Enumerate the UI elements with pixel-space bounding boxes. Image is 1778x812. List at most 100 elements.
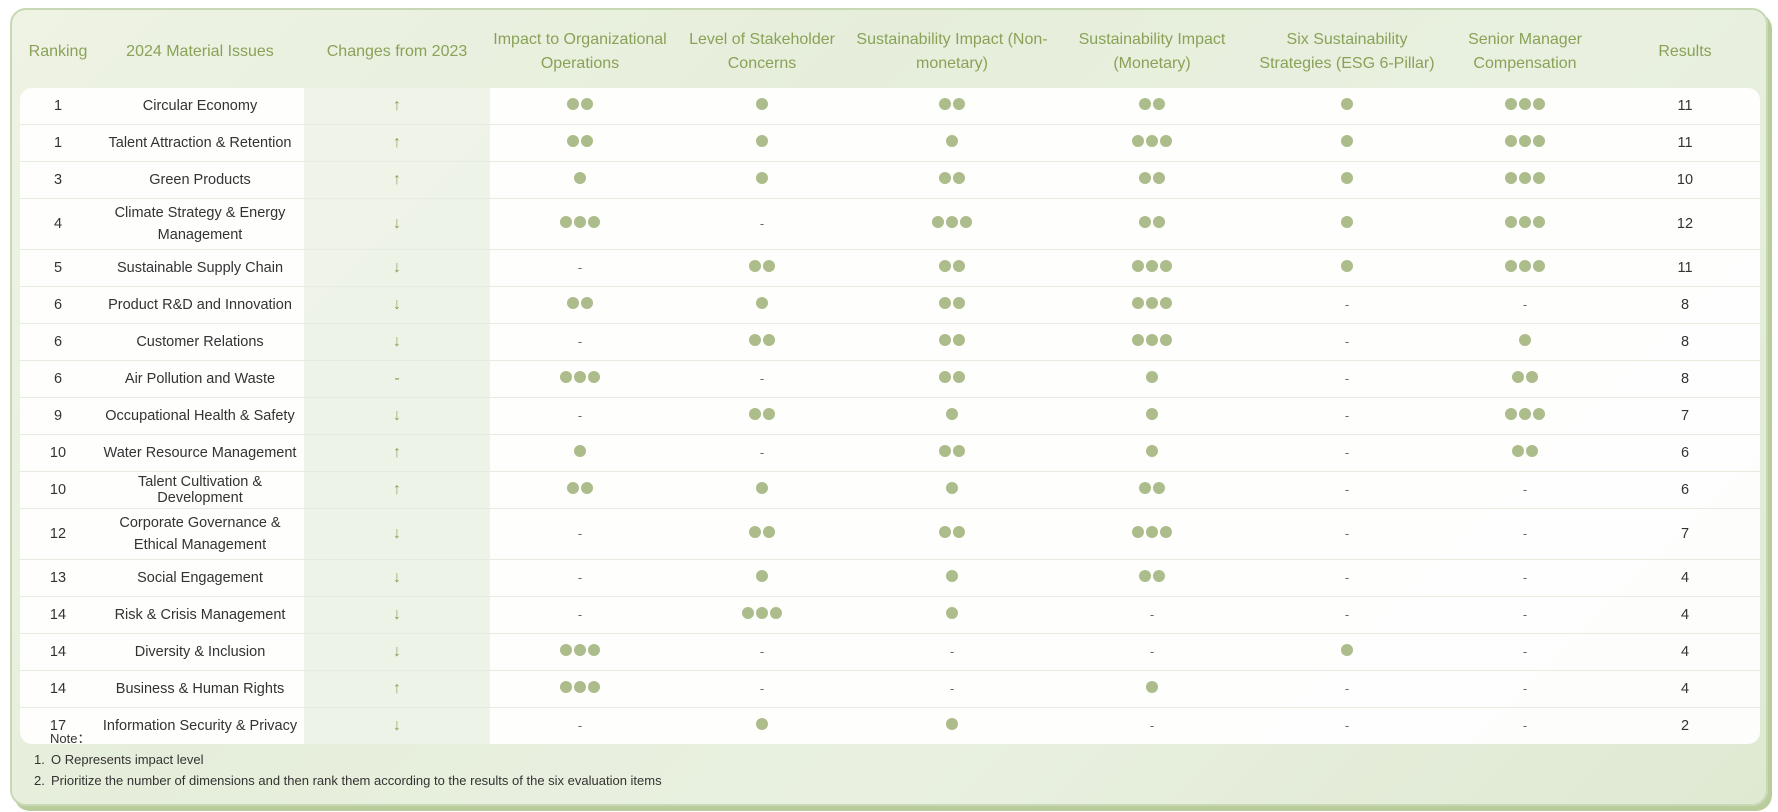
impact-dot-icon	[581, 482, 593, 494]
impact-dot-icon	[1139, 570, 1151, 582]
stakeholder-concerns-cell: -	[670, 670, 854, 707]
results-cell: 10	[1610, 161, 1760, 198]
impact-dot-icon	[1146, 445, 1158, 457]
impact-dot-icon	[1533, 98, 1545, 110]
table-row: 6 Air Pollution and Waste - - - 8	[20, 360, 1760, 397]
sustainability-strategies-cell: -	[1254, 360, 1440, 397]
impact-dot-icon	[749, 334, 761, 346]
table-row: 12 Corporate Governance & Ethical Managem…	[20, 508, 1760, 559]
nonmonetary-impact-cell	[854, 161, 1050, 198]
nonmonetary-impact-cell	[854, 559, 1050, 596]
impact-dot-icon	[560, 681, 572, 693]
impact-dot-icon	[1160, 260, 1172, 272]
empty-mark: -	[1344, 526, 1350, 541]
note-item: 1. O Represents impact level	[34, 749, 662, 770]
material-issue-cell: Green Products	[96, 161, 304, 198]
arrow-down-icon: ↓	[393, 407, 401, 424]
stakeholder-concerns-cell: -	[670, 434, 854, 471]
sustainability-strategies-cell	[1254, 124, 1440, 161]
material-issue-cell: Business & Human Rights	[96, 670, 304, 707]
impact-level-dots	[1132, 135, 1172, 147]
impact-dot-icon	[1533, 260, 1545, 272]
impact-level-dots	[946, 570, 958, 582]
impact-dot-icon	[960, 216, 972, 228]
material-issues-table: Ranking 2024 Material Issues Changes fro…	[20, 16, 1760, 744]
impact-dot-icon	[1526, 371, 1538, 383]
change-cell: ↓	[304, 198, 490, 249]
impact-level-dots	[1505, 135, 1545, 147]
table-row: 14 Diversity & Inclusion ↓ - - - - 4	[20, 633, 1760, 670]
impact-dot-icon	[756, 297, 768, 309]
impact-dot-icon	[1146, 371, 1158, 383]
results-cell: 8	[1610, 286, 1760, 323]
arrow-up-icon: ↑	[393, 481, 401, 498]
impact-level-dots	[560, 371, 600, 383]
results-cell: 2	[1610, 707, 1760, 744]
impact-level-dots	[1132, 297, 1172, 309]
table-row: 6 Customer Relations ↓ - - 8	[20, 323, 1760, 360]
material-issue-cell: Information Security & Privacy	[96, 707, 304, 744]
empty-mark: -	[1522, 607, 1528, 622]
empty-mark: -	[1522, 644, 1528, 659]
impact-level-dots	[1146, 445, 1158, 457]
impact-dot-icon	[588, 681, 600, 693]
empty-mark: -	[759, 371, 765, 386]
ranking-cell: 5	[20, 249, 96, 286]
impact-level-dots	[946, 718, 958, 730]
impact-dot-icon	[1505, 408, 1517, 420]
impact-dot-icon	[953, 98, 965, 110]
impact-dot-icon	[939, 445, 951, 457]
impact-level-dots	[1341, 644, 1353, 656]
impact-dot-icon	[756, 718, 768, 730]
change-cell: ↓	[304, 633, 490, 670]
change-cell: ↓	[304, 707, 490, 744]
arrow-down-icon: ↓	[393, 717, 401, 734]
impact-dot-icon	[749, 408, 761, 420]
impact-operations-cell: -	[490, 323, 670, 360]
change-cell: ↓	[304, 286, 490, 323]
impact-dot-icon	[1139, 482, 1151, 494]
empty-mark: -	[577, 408, 583, 423]
impact-dot-icon	[1526, 445, 1538, 457]
empty-mark: -	[1522, 570, 1528, 585]
impact-dot-icon	[939, 260, 951, 272]
ranking-cell: 6	[20, 360, 96, 397]
impact-level-dots	[756, 570, 768, 582]
impact-dot-icon	[953, 445, 965, 457]
monetary-impact-cell: -	[1050, 596, 1254, 633]
impact-level-dots	[946, 408, 958, 420]
sustainability-strategies-cell	[1254, 633, 1440, 670]
impact-dot-icon	[1341, 172, 1353, 184]
arrow-down-icon: ↓	[393, 569, 401, 586]
impact-dot-icon	[1160, 526, 1172, 538]
impact-dot-icon	[1146, 135, 1158, 147]
impact-dot-icon	[939, 172, 951, 184]
manager-compensation-cell: -	[1440, 508, 1610, 559]
table-row: 14 Business & Human Rights ↑ - - - - 4	[20, 670, 1760, 707]
empty-mark: -	[1344, 681, 1350, 696]
ranking-cell: 6	[20, 286, 96, 323]
header-impact-operations: Impact to Organizational Operations	[493, 31, 667, 72]
impact-dot-icon	[946, 135, 958, 147]
impact-dot-icon	[1519, 98, 1531, 110]
impact-dot-icon	[581, 135, 593, 147]
empty-mark: -	[949, 681, 955, 696]
impact-dot-icon	[1505, 260, 1517, 272]
impact-operations-cell	[490, 633, 670, 670]
nonmonetary-impact-cell	[854, 434, 1050, 471]
impact-level-dots	[1132, 334, 1172, 346]
impact-dot-icon	[1153, 570, 1165, 582]
nonmonetary-impact-cell	[854, 124, 1050, 161]
ranking-cell: 14	[20, 596, 96, 633]
impact-level-dots	[946, 135, 958, 147]
arrow-up-icon: ↑	[393, 680, 401, 697]
empty-mark: -	[1344, 445, 1350, 460]
impact-level-dots	[567, 135, 593, 147]
impact-level-dots	[560, 216, 600, 228]
header-material-issues: 2024 Material Issues	[126, 43, 274, 60]
impact-level-dots	[939, 371, 965, 383]
impact-level-dots	[1341, 260, 1353, 272]
stakeholder-concerns-cell	[670, 397, 854, 434]
material-issue-cell: Circular Economy	[96, 88, 304, 124]
empty-mark: -	[759, 644, 765, 659]
